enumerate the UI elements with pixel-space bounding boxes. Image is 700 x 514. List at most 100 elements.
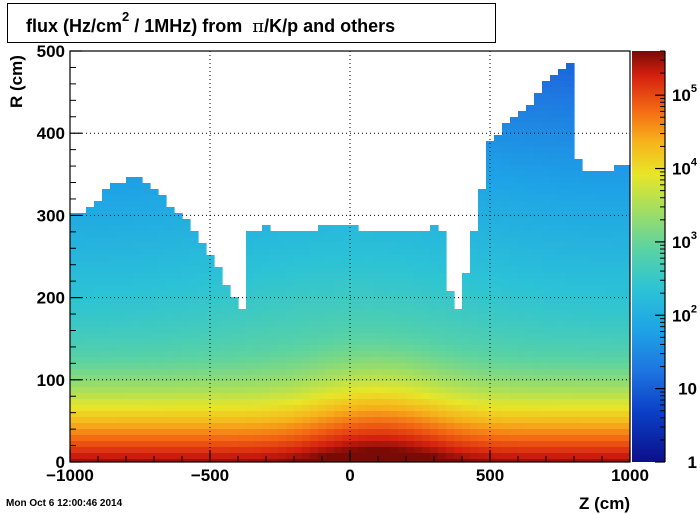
heatmap-cell [78,417,87,424]
heatmap-cell [86,435,95,442]
heatmap-cell [550,339,559,346]
heatmap-cell [150,207,159,214]
heatmap-cell [558,333,567,340]
heatmap-cell [142,441,151,448]
heatmap-cell [478,459,487,462]
heatmap-cell [614,201,623,208]
heatmap-cell [222,459,231,462]
heatmap-cell [190,273,199,280]
heatmap-cell [510,345,519,352]
colorbar-tick-label: 10 [678,380,697,399]
heatmap-cell [542,231,551,238]
y-tick-label: 500 [37,42,65,61]
heatmap-cell [142,435,151,442]
heatmap-cell [326,315,335,322]
heatmap-cell [614,411,623,418]
heatmap-cell [102,255,111,262]
heatmap-cell [518,303,527,310]
heatmap-cell [158,309,167,316]
heatmap-cell [222,285,231,292]
heatmap-cell [622,315,630,322]
heatmap-cell [406,255,415,262]
heatmap-cell [398,369,407,376]
heatmap-cell [222,399,231,406]
heatmap-cell [518,213,527,220]
heatmap-cell [70,435,79,442]
heatmap-cell [198,447,207,454]
heatmap-cell [422,345,431,352]
heatmap-cell [366,273,375,280]
heatmap-cell [334,351,343,358]
heatmap-cell [126,453,135,460]
heatmap-cell [182,231,191,238]
heatmap-cell [86,351,95,358]
heatmap-cell [134,189,143,196]
heatmap-cell [566,435,575,442]
heatmap-cell [310,459,319,462]
heatmap-cell [534,135,543,142]
heatmap-cell [486,159,495,166]
heatmap-cell [598,171,607,178]
heatmap-cell [462,303,471,310]
heatmap-cell [126,447,135,454]
heatmap-cell [326,363,335,370]
heatmap-cell [622,417,630,424]
heatmap-cell [478,381,487,388]
heatmap-cell [542,423,551,430]
heatmap-cell [278,387,287,394]
heatmap-cell [366,411,375,418]
heatmap-cell [454,315,463,322]
heatmap-cell [166,255,175,262]
heatmap-cell [526,375,535,382]
heatmap-cell [558,213,567,220]
heatmap-cell [214,387,223,394]
heatmap-cell [294,459,303,462]
heatmap-cell [326,249,335,256]
heatmap-cell [342,243,351,250]
heatmap-cell [190,237,199,244]
heatmap-cell [166,225,175,232]
heatmap-cell [558,273,567,280]
heatmap-cell [542,219,551,226]
heatmap-cell [358,381,367,388]
heatmap-cell [262,333,271,340]
heatmap-cell [294,399,303,406]
heatmap-cell [574,453,583,460]
heatmap-cell [518,237,527,244]
heatmap-cell [78,291,87,298]
heatmap-cell [214,291,223,298]
heatmap-cell [70,273,79,280]
heatmap-cell [222,387,231,394]
heatmap-cell [310,237,319,244]
heatmap-cell [158,357,167,364]
heatmap-cell [454,423,463,430]
heatmap-cell [526,369,535,376]
heatmap-cell [278,357,287,364]
heatmap-cell [214,297,223,304]
heatmap-cell [166,339,175,346]
heatmap-cell [110,285,119,292]
heatmap-cell [294,309,303,316]
heatmap-cell [302,399,311,406]
heatmap-cell [102,429,111,436]
heatmap-cell [350,225,359,232]
heatmap-cell [318,243,327,250]
heatmap-cell [558,321,567,328]
heatmap-cell [606,429,615,436]
heatmap-cell [190,369,199,376]
heatmap-cell [254,363,263,370]
heatmap-cell [286,369,295,376]
heatmap-cell [622,195,630,202]
heatmap-cell [286,345,295,352]
heatmap-cell [614,375,623,382]
heatmap-cell [406,447,415,454]
heatmap-cell [166,417,175,424]
heatmap-cell [222,369,231,376]
heatmap-cell [134,315,143,322]
heatmap-cell [390,411,399,418]
heatmap-cell [526,147,535,154]
heatmap-cell [206,315,215,322]
heatmap-cell [526,207,535,214]
heatmap-cell [494,327,503,334]
heatmap-cell [342,351,351,358]
